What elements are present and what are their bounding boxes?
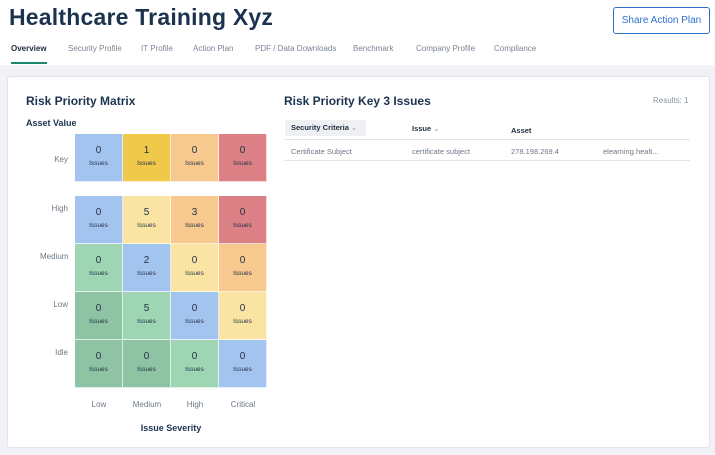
tab-security-profile[interactable]: Security Profile bbox=[68, 44, 122, 53]
table-header-divider bbox=[284, 139, 690, 140]
tab-compliance[interactable]: Compliance bbox=[494, 44, 537, 53]
results-count: Results: 1 bbox=[653, 96, 689, 105]
column-label-low: Low bbox=[91, 400, 107, 409]
tab-benchmark[interactable]: Benchmark bbox=[353, 44, 394, 53]
matrix-cell[interactable]: 0 Issues bbox=[75, 134, 123, 182]
matrix-cell[interactable]: 0 Issues bbox=[75, 292, 123, 340]
column-header-label: Security Criteria bbox=[291, 123, 349, 132]
cell-issue[interactable]: certificate subject bbox=[412, 147, 470, 156]
issue-sort-button[interactable]: Issue ⌄ bbox=[412, 124, 440, 133]
column-header-label: Issue bbox=[412, 124, 432, 133]
column-label-high: High bbox=[186, 400, 204, 409]
row-label-high: High bbox=[51, 204, 68, 213]
cell-security-criteria[interactable]: Certificate Subject bbox=[291, 147, 352, 156]
share-action-plan-button[interactable]: Share Action Plan bbox=[613, 7, 710, 34]
matrix-cell[interactable]: 0 Issues bbox=[219, 196, 267, 244]
chevron-down-icon: ⌄ bbox=[433, 124, 440, 133]
risk-matrix-title: Risk Priority Matrix bbox=[26, 94, 136, 108]
matrix-cell[interactable]: 1 Issues bbox=[123, 134, 171, 182]
top-bar: Healthcare Training Xyz Share Action Pla… bbox=[0, 0, 715, 65]
table-row-divider bbox=[284, 160, 690, 161]
row-label-low: Low bbox=[53, 300, 68, 309]
matrix-cell[interactable]: 5 Issues bbox=[123, 196, 171, 244]
column-label-critical: Critical bbox=[230, 400, 256, 409]
row-label-key: Key bbox=[54, 155, 68, 164]
matrix-cell[interactable]: 2 Issues bbox=[123, 244, 171, 292]
asset-column-header: Asset bbox=[511, 126, 532, 135]
risk-key-title: Risk Priority Key 3 Issues bbox=[284, 94, 431, 108]
matrix-cell[interactable]: 0 Issues bbox=[171, 340, 219, 388]
issue-severity-axis-title: Issue Severity bbox=[140, 423, 202, 433]
matrix-cell[interactable]: 0 Issues bbox=[75, 244, 123, 292]
matrix-cell[interactable]: 3 Issues bbox=[171, 196, 219, 244]
tab-pdf-data-downloads[interactable]: PDF / Data Downloads bbox=[255, 44, 337, 53]
cell-asset-ip[interactable]: 278.198.269.4 bbox=[511, 147, 559, 156]
row-label-medium: Medium bbox=[40, 252, 69, 261]
matrix-cell[interactable]: 5 Issues bbox=[123, 292, 171, 340]
matrix-cell[interactable]: 0 Issues bbox=[219, 244, 267, 292]
tab-action-plan[interactable]: Action Plan bbox=[193, 44, 234, 53]
tab-company-profile[interactable]: Company Profile bbox=[416, 44, 476, 53]
tab-it-profile[interactable]: IT Profile bbox=[141, 44, 173, 53]
matrix-cell[interactable]: 0 Issues bbox=[75, 340, 123, 388]
matrix-cell[interactable]: 0 Issues bbox=[219, 292, 267, 340]
chevron-down-icon: ⌄ bbox=[351, 123, 358, 132]
tab-bar: Overview Security Profile IT Profile Act… bbox=[0, 42, 715, 64]
matrix-cell[interactable]: 0 Issues bbox=[75, 196, 123, 244]
cell-asset-host[interactable]: elearning.healt... bbox=[603, 147, 659, 156]
page-title: Healthcare Training Xyz bbox=[9, 4, 274, 30]
matrix-cell[interactable]: 0 Issues bbox=[171, 244, 219, 292]
matrix-cell[interactable]: 0 Issues bbox=[219, 340, 267, 388]
security-criteria-sort-button[interactable]: Security Criteria ⌄ bbox=[285, 120, 366, 136]
matrix-cell[interactable]: 0 Issues bbox=[171, 292, 219, 340]
asset-value-axis-title: Asset Value bbox=[26, 118, 77, 128]
matrix-cell[interactable]: 0 Issues bbox=[123, 340, 171, 388]
matrix-cell[interactable]: 0 Issues bbox=[171, 134, 219, 182]
row-label-idle: Idle bbox=[55, 348, 68, 357]
matrix-cell[interactable]: 0 Issues bbox=[219, 134, 267, 182]
tab-overview[interactable]: Overview bbox=[11, 42, 47, 64]
column-label-medium: Medium bbox=[132, 400, 162, 409]
